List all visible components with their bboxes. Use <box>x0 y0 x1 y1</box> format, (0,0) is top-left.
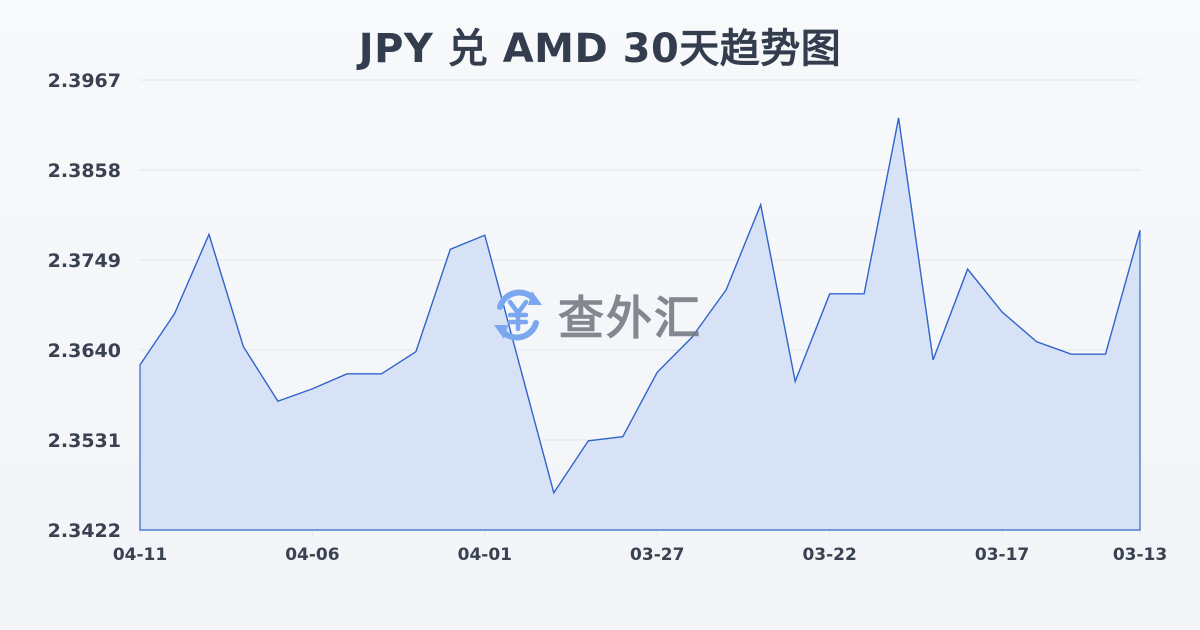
x-axis: 04-11 04-06 04-01 03-27 03-22 03-17 03-13 <box>113 530 1167 565</box>
x-tick-label: 04-11 <box>113 545 167 565</box>
x-tick-label: 03-22 <box>802 545 856 565</box>
y-axis: 2.3967 2.3858 2.3749 2.3640 2.3531 2.3422 <box>48 70 121 542</box>
area-fill <box>139 117 1141 531</box>
y-tick-label: 2.3422 <box>48 520 121 542</box>
y-tick-label: 2.3967 <box>48 70 121 92</box>
x-tick-label: 03-17 <box>975 545 1029 565</box>
data-line <box>139 117 1141 495</box>
y-tick-label: 2.3640 <box>48 340 121 362</box>
y-tick-label: 2.3858 <box>48 160 121 182</box>
x-tick-label: 03-13 <box>1113 545 1167 565</box>
x-tick-label: 03-27 <box>630 545 684 565</box>
x-tick-label: 04-06 <box>285 545 339 565</box>
x-tick-label: 04-01 <box>458 545 512 565</box>
chart-title: JPY 兑 AMD 30天趋势图 <box>358 26 842 72</box>
y-tick-label: 2.3531 <box>48 430 121 452</box>
y-tick-label: 2.3749 <box>48 250 121 272</box>
